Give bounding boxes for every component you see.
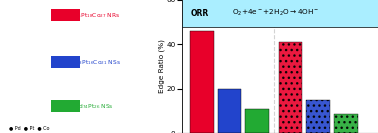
- Bar: [182, 0, 378, 27]
- FancyBboxPatch shape: [51, 100, 80, 112]
- Bar: [279, 42, 302, 133]
- Text: Pd$_{63}$Pt$_{16}$Co$_{21}$ NSs: Pd$_{63}$Pt$_{16}$Co$_{21}$ NSs: [68, 58, 121, 67]
- Text: Pd$_{55}$Pt$_{18}$Co$_{27}$ NRs: Pd$_{55}$Pt$_{18}$Co$_{27}$ NRs: [68, 12, 121, 20]
- Y-axis label: Edge Ratio (%): Edge Ratio (%): [158, 40, 165, 93]
- Text: Pd$_{74}$Pt$_{26}$ NSs: Pd$_{74}$Pt$_{26}$ NSs: [75, 102, 114, 111]
- FancyBboxPatch shape: [51, 9, 80, 21]
- FancyBboxPatch shape: [51, 56, 80, 68]
- Bar: [334, 114, 358, 133]
- Text: ORR: ORR: [191, 9, 209, 18]
- Text: ● Pd  ● Pt  ● Co: ● Pd ● Pt ● Co: [9, 125, 50, 130]
- Bar: [190, 31, 214, 133]
- Bar: [245, 109, 269, 133]
- Bar: [307, 100, 330, 133]
- Text: O$_2$+4e$^-$+2H$_2$O$\mathregular{\rightarrow}$4OH$^-$: O$_2$+4e$^-$+2H$_2$O$\mathregular{\right…: [232, 8, 320, 18]
- Bar: [217, 89, 242, 133]
